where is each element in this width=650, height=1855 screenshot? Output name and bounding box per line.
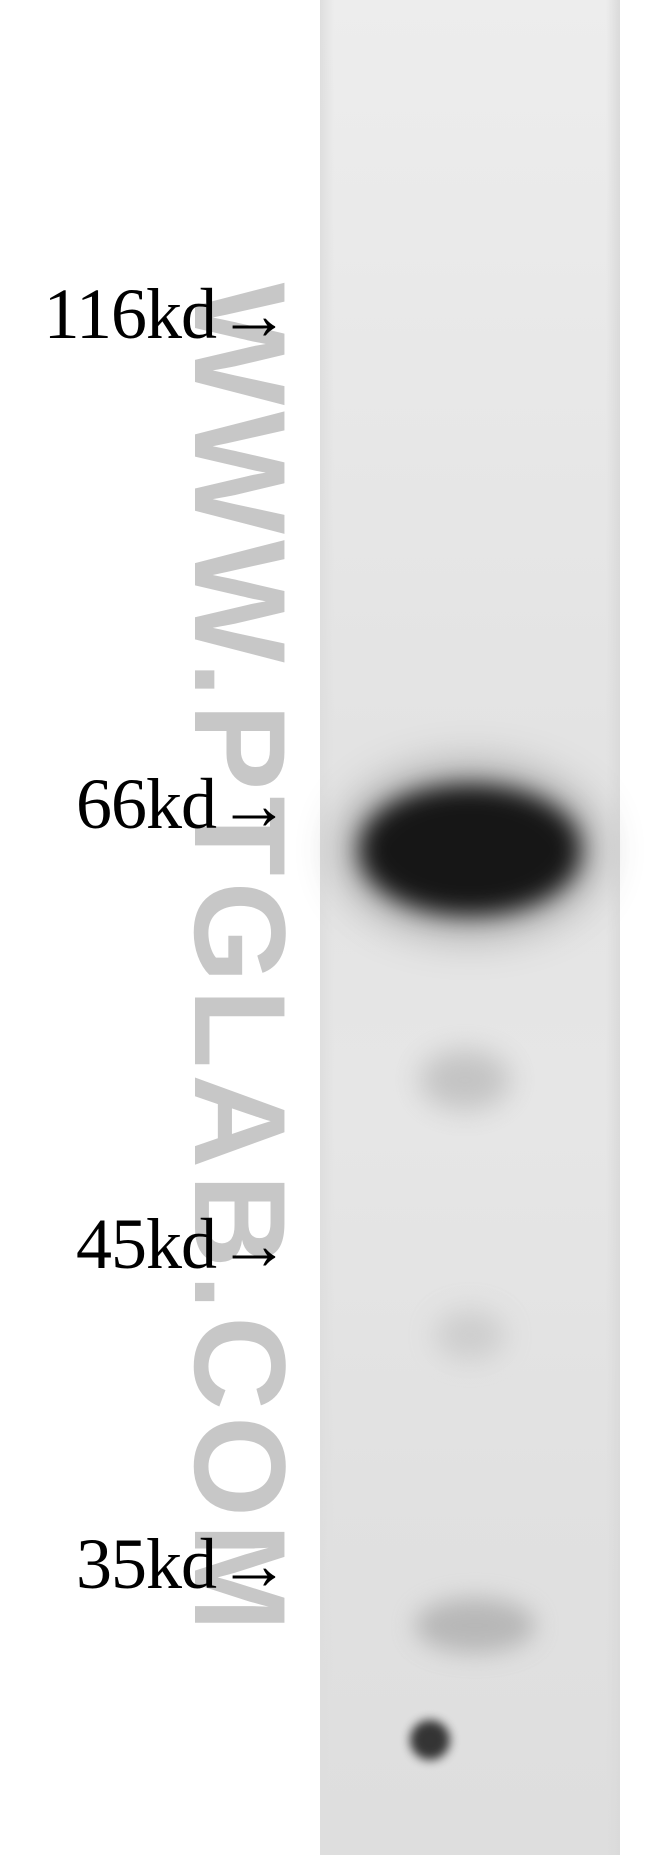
blot-lane [320,0,620,1855]
band-faint [420,1050,510,1110]
mw-marker-label: 45kd [76,1203,216,1286]
arrow-right-icon: → [218,769,290,841]
arrow-right-icon: → [218,1209,290,1281]
band-dot [410,1720,450,1760]
bands-host [320,0,620,1855]
blot-figure: WWW.PTGLAB.COM 116kd→66kd→45kd→35kd→ [0,0,650,1855]
mw-marker-label: 66kd [76,763,216,846]
mw-marker-label: 116kd [44,273,216,356]
watermark-text: WWW.PTGLAB.COM [165,283,315,1638]
band-main [360,785,580,915]
arrow-right-icon: → [218,279,290,351]
mw-marker: 35kd→ [76,1523,290,1606]
mw-marker: 66kd→ [76,763,290,846]
mw-marker-label: 35kd [76,1523,216,1606]
band-faint [435,1310,505,1360]
arrow-right-icon: → [218,1529,290,1601]
band-faint [415,1598,535,1653]
mw-marker: 116kd→ [44,273,290,356]
mw-marker: 45kd→ [76,1203,290,1286]
